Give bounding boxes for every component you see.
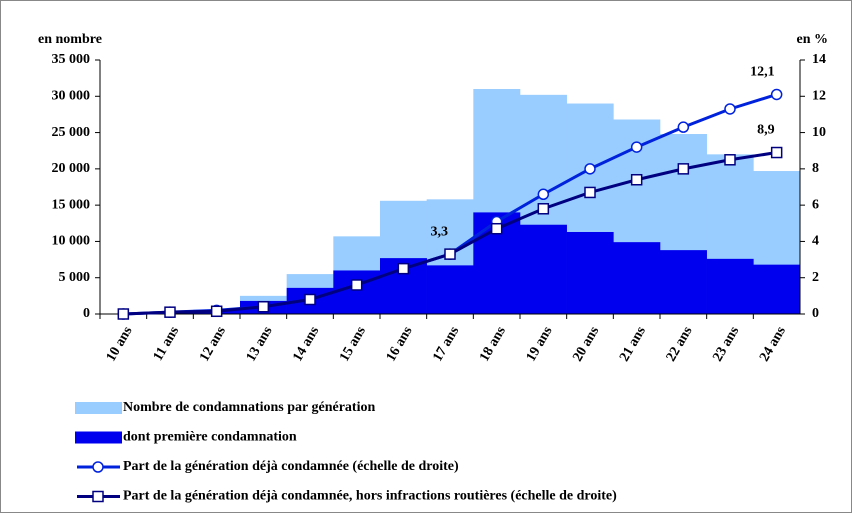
y2-tick-label: 14 bbox=[812, 52, 826, 67]
marker bbox=[630, 141, 643, 153]
y-tick-label: 35 000 bbox=[52, 52, 91, 67]
y2-tick-label: 0 bbox=[812, 306, 819, 321]
y2-tick-label: 4 bbox=[812, 234, 819, 249]
marker bbox=[444, 248, 456, 260]
bar bbox=[613, 242, 661, 314]
value-label: 3,3 bbox=[431, 224, 449, 239]
bar bbox=[753, 264, 801, 314]
y2-tick-label: 8 bbox=[812, 161, 819, 176]
y-tick-label: 0 bbox=[83, 306, 90, 321]
marker bbox=[724, 154, 736, 166]
value-label: 12,1 bbox=[750, 65, 775, 80]
marker bbox=[724, 103, 736, 115]
y2-tick-label: 6 bbox=[812, 197, 819, 212]
legend-swatch bbox=[75, 402, 122, 414]
y-tick-label: 10 000 bbox=[52, 234, 91, 249]
y-tick-label: 20 000 bbox=[52, 161, 91, 176]
bar bbox=[566, 231, 614, 314]
y2-axis-label: en % bbox=[797, 32, 829, 47]
marker bbox=[210, 305, 223, 318]
marker bbox=[350, 279, 363, 291]
marker bbox=[164, 306, 176, 318]
y-tick-label: 5 000 bbox=[59, 270, 91, 285]
value-label: 8,9 bbox=[757, 123, 775, 138]
marker bbox=[770, 146, 783, 159]
bar bbox=[706, 258, 754, 314]
legend-marker bbox=[92, 490, 104, 503]
y2-tick-label: 12 bbox=[812, 89, 826, 104]
legend-marker bbox=[92, 461, 104, 473]
legend-label: Part de la génération déjà condamnée (éc… bbox=[123, 459, 459, 474]
marker bbox=[257, 300, 270, 313]
y-tick-label: 30 000 bbox=[52, 89, 91, 104]
legend-label: Nombre de condamnations par génération bbox=[123, 400, 375, 415]
marker bbox=[677, 163, 690, 175]
bar bbox=[333, 270, 381, 314]
legend-label: dont première condamnation bbox=[123, 430, 297, 445]
marker bbox=[584, 186, 596, 199]
y-tick-label: 15 000 bbox=[52, 197, 91, 212]
marker bbox=[630, 173, 643, 186]
y-tick-label: 25 000 bbox=[52, 125, 91, 140]
y2-tick-label: 10 bbox=[812, 125, 826, 140]
y-axis-label: en nombre bbox=[38, 32, 102, 47]
legend-label: Part de la génération déjà condamnée, ho… bbox=[123, 489, 617, 504]
marker bbox=[770, 88, 783, 101]
bar bbox=[426, 265, 474, 314]
bar bbox=[520, 224, 567, 314]
marker bbox=[677, 121, 690, 133]
marker bbox=[490, 222, 503, 235]
marker bbox=[304, 293, 316, 306]
marker bbox=[537, 188, 550, 201]
y2-tick-label: 2 bbox=[812, 270, 819, 285]
marker bbox=[117, 308, 130, 320]
marker bbox=[584, 163, 596, 175]
bar bbox=[660, 250, 707, 314]
marker bbox=[537, 203, 550, 215]
legend-swatch bbox=[75, 431, 122, 444]
marker bbox=[397, 262, 410, 275]
